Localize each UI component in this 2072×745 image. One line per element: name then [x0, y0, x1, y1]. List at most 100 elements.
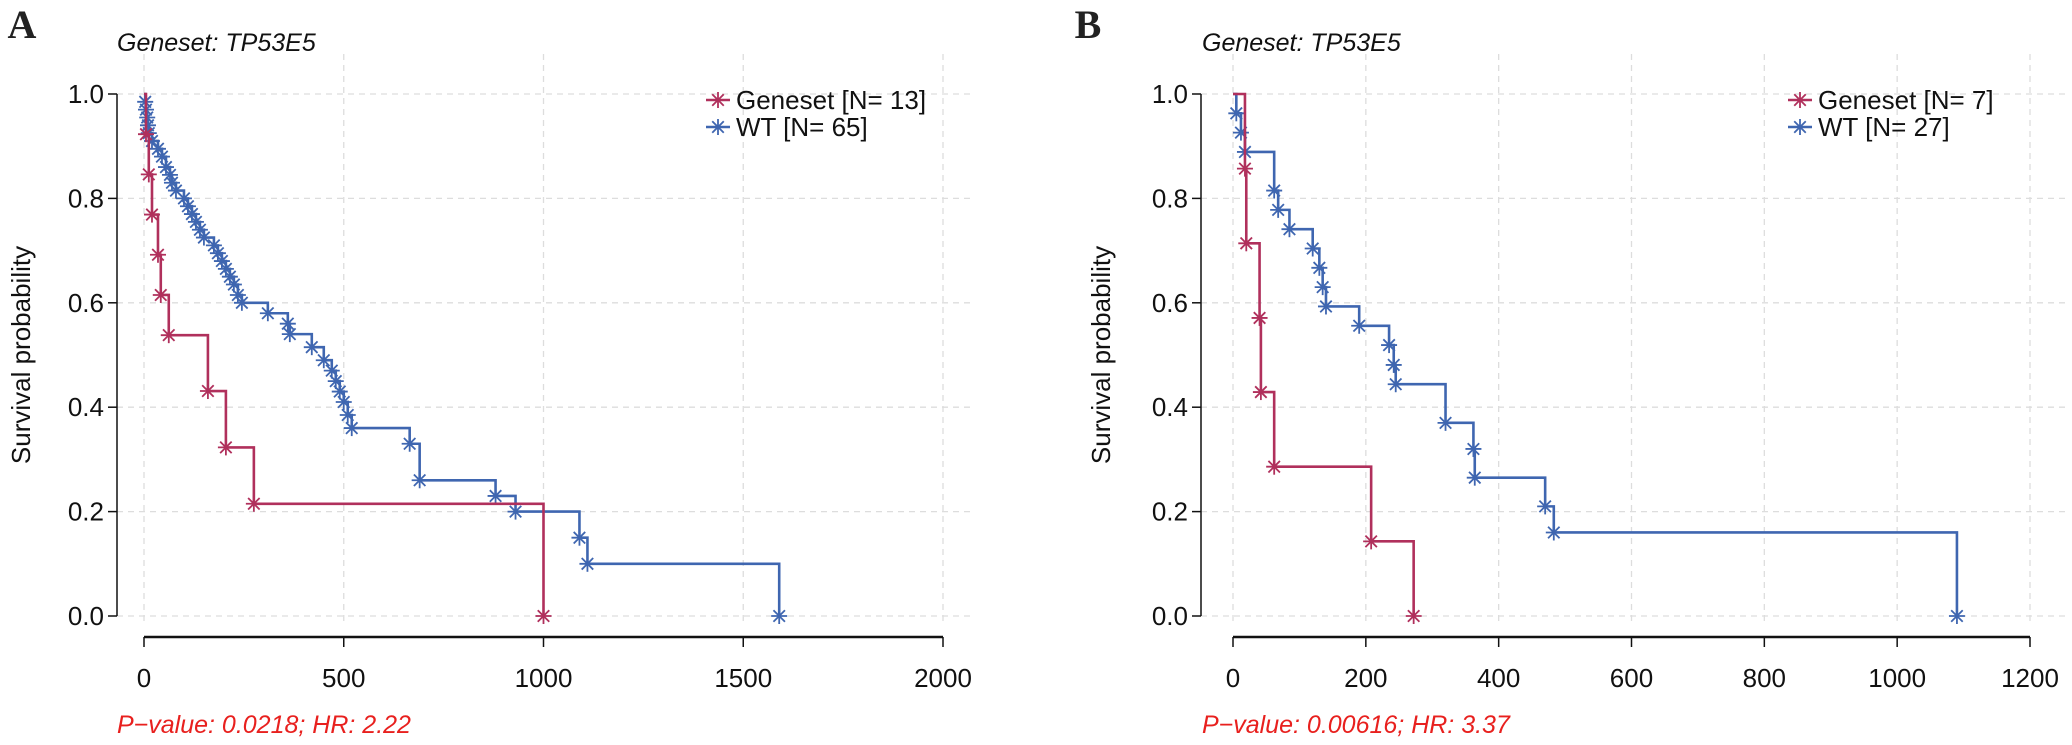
x-tick-label: 400 [1477, 663, 1520, 693]
mark-stroke [305, 340, 319, 354]
legend-label: WT [N= 65] [736, 112, 868, 142]
mark-stroke [1538, 499, 1552, 513]
censor-mark [199, 383, 216, 400]
series-geneset [137, 92, 552, 624]
mark-stroke [1793, 120, 1807, 134]
y-tick-label: 1.0 [1152, 79, 1188, 109]
x-tick-label: 800 [1743, 663, 1786, 693]
mark-stroke [142, 167, 156, 181]
censor-mark [1317, 298, 1334, 315]
mark-stroke [1352, 319, 1366, 333]
mark-stroke [159, 160, 173, 174]
mark-stroke [215, 254, 229, 268]
censor-mark [149, 246, 166, 263]
censor-mark [259, 305, 276, 322]
censor-mark [1466, 469, 1483, 486]
mark-stroke [139, 127, 153, 141]
mark-stroke [165, 176, 179, 190]
y-tick-label: 0.2 [1152, 497, 1188, 527]
mark-stroke [155, 150, 169, 164]
mark-stroke [231, 288, 245, 302]
y-tick-label: 0.0 [1152, 601, 1188, 631]
panel-label: A [8, 2, 37, 47]
mark-stroke [219, 440, 233, 454]
mark-stroke [329, 374, 343, 388]
censor-mark [1545, 524, 1562, 541]
y-tick-label: 0.6 [68, 288, 104, 318]
x-tick-label: 1000 [1868, 663, 1926, 693]
mark-stroke [1316, 280, 1330, 294]
mark-stroke [509, 505, 522, 518]
censor-mark [339, 407, 356, 424]
censor-mark [507, 503, 524, 520]
x-tick-label: 2000 [914, 663, 972, 693]
mark-stroke [1467, 442, 1480, 456]
legend-item-wt: WT [N= 27] [1788, 112, 1950, 142]
censor-mark [160, 327, 177, 344]
y-tick-label: 0.8 [1152, 183, 1188, 213]
mark-stroke [1267, 460, 1281, 474]
mark-stroke [185, 207, 199, 221]
mark-stroke [197, 231, 211, 244]
legend-label: WT [N= 27] [1818, 112, 1950, 142]
mark-stroke [247, 497, 261, 511]
censor-mark [161, 166, 178, 183]
y-tick-label: 0.8 [68, 183, 104, 213]
censor-mark [1363, 533, 1380, 550]
censor-mark [1948, 608, 1965, 624]
censor-mark [1385, 356, 1402, 373]
survival-curve [1233, 92, 1415, 616]
mark-stroke [1547, 526, 1561, 539]
censor-mark [303, 339, 320, 356]
censor-mark [1252, 384, 1269, 401]
mark-stroke [1364, 534, 1378, 548]
mark-stroke [341, 408, 355, 422]
x-tick-label: 1000 [515, 663, 573, 693]
censor-mark [335, 393, 352, 410]
panel-label: B [1075, 2, 1102, 47]
censor-mark [710, 119, 726, 135]
censor-mark [1792, 92, 1808, 108]
x-tick-label: 0 [1226, 663, 1240, 693]
legend-item-wt: WT [N= 65] [706, 112, 868, 142]
chart-title: Geneset: TP53E5 [1202, 29, 1401, 57]
mark-stroke [1319, 300, 1333, 313]
mark-stroke [151, 142, 165, 156]
survival-curve [143, 92, 781, 616]
censor-mark [1387, 376, 1404, 393]
mark-stroke [1389, 377, 1403, 391]
mark-stroke [1950, 609, 1964, 623]
mark-stroke [193, 223, 207, 237]
mark-stroke [169, 184, 183, 197]
panel-b: 0.0 0.2 0.4 0.6 0.8 1.0 0 200 400 600 800 1000 1200 S… [1075, 2, 2066, 739]
censor-mark [411, 472, 428, 489]
censor-mark [1228, 105, 1245, 122]
mark-stroke [281, 317, 295, 331]
mark-stroke [1468, 471, 1482, 485]
mark-stroke [1793, 93, 1807, 107]
mark-stroke [1382, 338, 1396, 352]
mark-stroke [151, 248, 165, 262]
censor-mark [571, 529, 588, 546]
mark-stroke [772, 609, 786, 623]
x-tick-label: 500 [322, 663, 365, 693]
x-tick-label: 0 [137, 663, 151, 693]
mark-stroke [1239, 236, 1253, 250]
y-axis-label: Survival probability [6, 246, 36, 464]
censor-mark [137, 126, 154, 143]
mark-stroke [1439, 416, 1452, 430]
series-geneset [1233, 92, 1422, 624]
legend-label: Geneset [N= 13] [736, 85, 926, 115]
censor-mark [1381, 337, 1398, 354]
censor-mark [1405, 608, 1422, 624]
mark-stroke [1267, 184, 1281, 197]
mark-stroke [1387, 358, 1401, 372]
p-value-annotation: P−value: 0.00616; HR: 3.37 [1202, 711, 1511, 739]
censor-mark [205, 237, 222, 254]
mark-stroke [261, 306, 275, 320]
x-tick-label: 1200 [2001, 663, 2059, 693]
censor-mark [187, 213, 204, 230]
censor-mark [279, 315, 296, 332]
mark-stroke [227, 278, 241, 291]
censor-mark [143, 206, 160, 223]
